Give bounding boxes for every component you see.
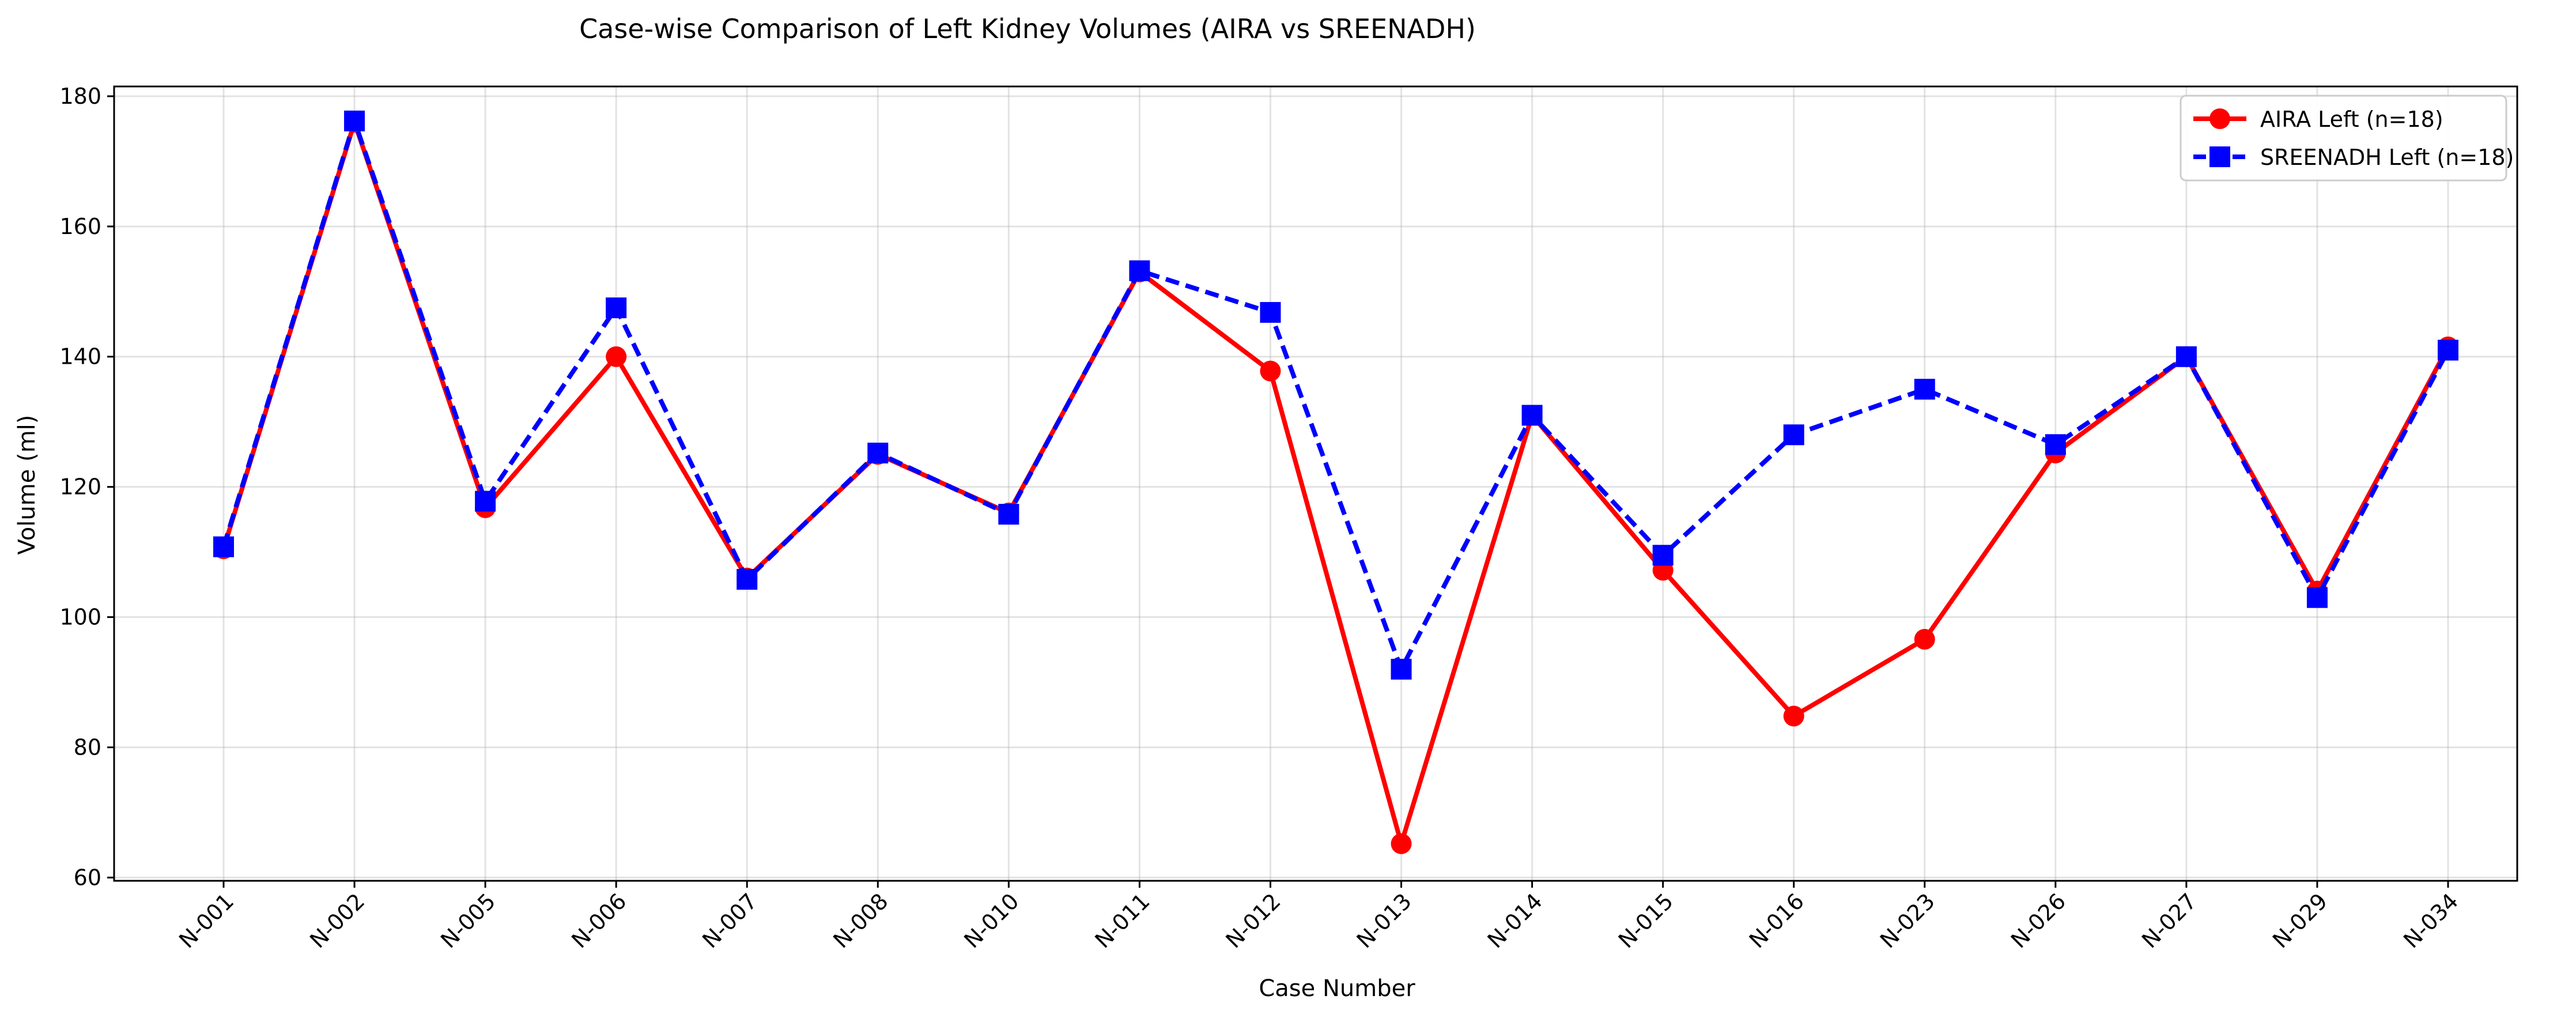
x-tick-label: N-014 [1483,888,1547,953]
legend-label-aira: AIRA Left (n=18) [2260,107,2443,132]
data-point-sreenadh [998,504,1019,525]
series-line-sreenadh [221,118,2450,672]
legend-box [2180,95,2507,182]
data-point-sreenadh [606,297,627,319]
data-point-sreenadh [1521,405,1543,426]
x-tick-label: N-026 [2006,888,2071,953]
data-point-aira [1260,360,1281,382]
x-tick-label: N-011 [1090,888,1154,953]
data-point-sreenadh [736,569,758,590]
x-tick-label: N-013 [1352,888,1417,953]
y-axis-ticks: 60 80 100 120 140 160 180 [59,84,114,890]
data-point-sreenadh [2045,434,2066,455]
y-tick-label: 180 [59,84,101,109]
legend-label-sreenadh: SREENADH Left (n=18) [2260,145,2514,170]
plot-area [113,85,2518,882]
data-point-sreenadh [867,442,889,463]
data-point-sreenadh [1914,379,1935,400]
x-tick-label: N-005 [436,888,500,953]
data-point-sreenadh [475,491,496,512]
grid-lines [114,86,2517,881]
data-point-sreenadh [344,110,365,131]
y-tick-label: 60 [74,865,101,890]
x-tick-label: N-008 [828,888,893,953]
legend-marker-sreenadh [2209,146,2230,167]
x-tick-label: N-027 [2137,888,2201,953]
data-point-sreenadh [1391,658,1412,680]
data-point-sreenadh [2438,340,2458,361]
data-point-aira [1914,628,1935,650]
data-point-sreenadh [1129,260,1150,281]
data-point-sreenadh [1783,424,1804,446]
x-tick-label: N-001 [174,888,239,953]
y-tick-label: 100 [59,605,101,630]
data-point-sreenadh [2306,587,2328,608]
y-axis-label: Volume (ml) [14,415,40,555]
y-tick-label: 140 [59,344,101,370]
data-point-aira [1783,706,1804,727]
y-tick-label: 80 [74,734,101,760]
x-tick-label: N-015 [1614,888,1678,953]
x-tick-label: N-012 [1221,888,1286,953]
x-tick-label: N-010 [959,888,1023,953]
x-axis-label: Case Number [1259,975,1415,1002]
x-axis-ticks: N-001 N-002 N-005 N-006 N-007 N-008 N-010 N-011… [174,881,2463,953]
data-point-sreenadh [2175,346,2197,367]
data-point-aira [1391,833,1412,854]
y-tick-label: 160 [59,214,101,239]
x-tick-label: N-034 [2399,888,2463,953]
chart-title: Case-wise Comparison of Left Kidney Volu… [579,13,1476,44]
series-line-aira [221,120,2450,846]
data-point-aira [606,346,627,367]
x-tick-label: N-007 [697,888,762,953]
y-tick-label: 120 [59,474,101,500]
x-tick-label: N-002 [305,888,369,953]
legend-marker-aira [2209,108,2230,129]
x-tick-label: N-016 [1744,888,1809,953]
series-layer [213,110,2458,854]
data-point-sreenadh [1652,545,1674,566]
x-tick-label: N-029 [2268,888,2332,953]
x-tick-label: N-006 [566,888,631,953]
data-point-sreenadh [1260,301,1281,323]
data-point-sreenadh [213,536,234,557]
x-tick-label: N-023 [1875,888,1940,953]
legend: AIRA Left (n=18) SREENADH Left (n=18) [2180,95,2514,182]
